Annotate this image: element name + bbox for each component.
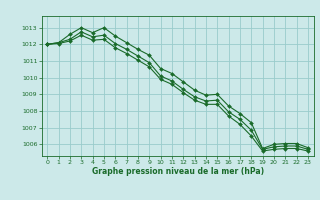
X-axis label: Graphe pression niveau de la mer (hPa): Graphe pression niveau de la mer (hPa) [92, 167, 264, 176]
